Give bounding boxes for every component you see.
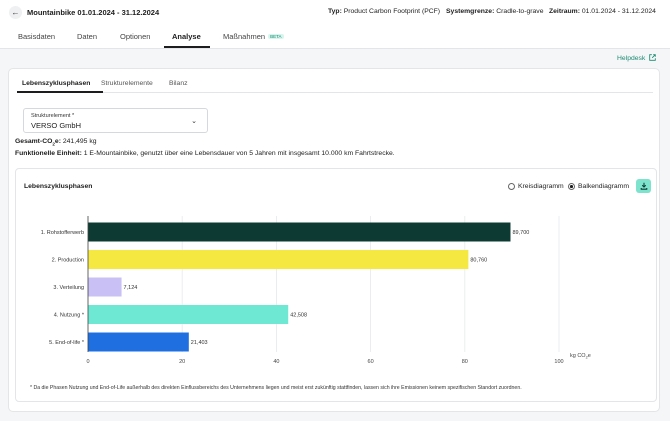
bar-chart: 0 20 40 60 80 100 kg CO2e 1. Rohstofferwerb 89,7… <box>41 216 591 365</box>
select-value: VERSO GmbH <box>31 121 82 130</box>
option-kreisdiagramm[interactable]: Kreisdiagramm <box>508 183 564 190</box>
download-icon <box>640 182 647 190</box>
chart-title: Lebenszyklusphasen <box>24 183 93 190</box>
category-label: 4. Nutzung * <box>54 313 85 319</box>
category-label: 2. Production <box>52 258 84 264</box>
project-title: Mountainbike 01.01.2024 - 31.12.2024 <box>27 8 160 17</box>
main-tabs: Basisdaten Daten Optionen Analyse Maßnah… <box>0 26 670 49</box>
bar-value-label: 80,760 <box>470 258 487 264</box>
active-tab-indicator <box>164 46 210 48</box>
x-tick-label: 20 <box>179 359 185 365</box>
x-tick-label: 0 <box>86 359 89 365</box>
total-emissions: Gesamt-CO2e: 241,495 kg <box>15 138 97 146</box>
category-label: 5. End-of-life * <box>49 340 85 346</box>
period-value: 01.01.2024 - 31.12.2024 <box>581 8 656 15</box>
active-subtab-indicator <box>17 91 103 93</box>
bar <box>88 305 289 324</box>
period-label: Zeitraum: <box>549 8 580 15</box>
type-info: Typ: Product Carbon Footprint (PCF) <box>328 8 440 15</box>
x-tick-label: 60 <box>368 359 374 365</box>
x-tick-label: 40 <box>273 359 279 365</box>
bar <box>88 332 189 352</box>
bar <box>88 277 122 297</box>
radio-kreisdiagramm[interactable] <box>508 183 515 190</box>
bar-value-label: 89,700 <box>512 230 529 236</box>
tab-basisdaten[interactable]: Basisdaten <box>18 32 56 41</box>
option-balkendiagramm[interactable]: Balkendiagramm <box>568 183 629 190</box>
type-label: Typ: <box>328 8 342 15</box>
type-value: Product Carbon Footprint (PCF) <box>343 8 441 15</box>
external-link-icon <box>649 54 656 61</box>
bar-value-label: 42,508 <box>290 313 307 319</box>
total-value: 241,495 kg <box>62 138 97 145</box>
analysis-card: Lebenszyklusphasen Strukturelemente Bila… <box>8 68 660 412</box>
beta-badge: BETA <box>268 34 284 39</box>
boundary-value: Cradle-to-grave <box>496 8 544 15</box>
helpdesk-link[interactable]: Helpdesk <box>617 54 656 62</box>
tab-analyse[interactable]: Analyse <box>172 32 201 41</box>
select-label: Strukturelement * <box>31 113 75 119</box>
x-tick-label: 100 <box>554 359 563 365</box>
tab-daten[interactable]: Daten <box>77 32 98 41</box>
total-label: Gesamt-CO2e: <box>15 138 61 147</box>
period-info: Zeitraum: 01.01.2024 - 31.12.2024 <box>549 8 656 15</box>
bar-value-label: 7,124 <box>124 285 138 291</box>
radio-balkendiagramm-label: Balkendiagramm <box>578 183 629 190</box>
functional-unit-label: Funktionelle Einheit: <box>15 150 82 157</box>
top-bar: ← Mountainbike 01.01.2024 - 31.12.2024 T… <box>0 0 670 26</box>
bar <box>88 222 511 242</box>
chart-footnote: * Da die Phasen Nutzung und End-of-Life … <box>30 385 522 391</box>
download-button[interactable] <box>636 179 651 193</box>
back-button[interactable]: ← <box>9 6 22 19</box>
chart-panel: Lebenszyklusphasen Kreisdiagramm Balkend… <box>15 168 657 402</box>
category-label: 1. Rohstofferwerb <box>41 230 84 236</box>
subtab-strukturelemente[interactable]: Strukturelemente <box>101 80 153 87</box>
helpdesk-label: Helpdesk <box>617 55 646 62</box>
functional-unit-value: 1 E-Mountainbike, genutzt über eine Lebe… <box>83 150 395 157</box>
radio-kreisdiagramm-label: Kreisdiagramm <box>518 183 564 190</box>
subtab-bilanz[interactable]: Bilanz <box>169 80 188 87</box>
subtabs-divider <box>17 92 653 93</box>
category-label: 3. Verteilung <box>53 285 84 291</box>
x-axis-label: kg CO2e <box>570 353 591 360</box>
tab-massnahmen-label: Maßnahmen <box>223 32 266 41</box>
structure-element-select[interactable]: Strukturelement * VERSO GmbH ⌄ <box>23 108 208 133</box>
arrow-left-icon: ← <box>11 7 20 17</box>
chevron-down-icon: ⌄ <box>191 118 197 125</box>
radio-balkendiagramm[interactable] <box>568 183 575 190</box>
functional-unit: Funktionelle Einheit: 1 E-Mountainbike, … <box>15 150 395 157</box>
tab-optionen[interactable]: Optionen <box>120 32 151 41</box>
boundary-info: Systemgrenze: Cradle-to-grave <box>446 8 543 15</box>
subtab-lebenszyklusphasen[interactable]: Lebenszyklusphasen <box>22 80 91 87</box>
bar-value-label: 21,403 <box>191 340 208 346</box>
x-tick-label: 80 <box>462 359 468 365</box>
bar <box>88 250 469 269</box>
tab-massnahmen[interactable]: Maßnahmen BETA <box>223 32 284 41</box>
boundary-label: Systemgrenze: <box>446 8 495 15</box>
